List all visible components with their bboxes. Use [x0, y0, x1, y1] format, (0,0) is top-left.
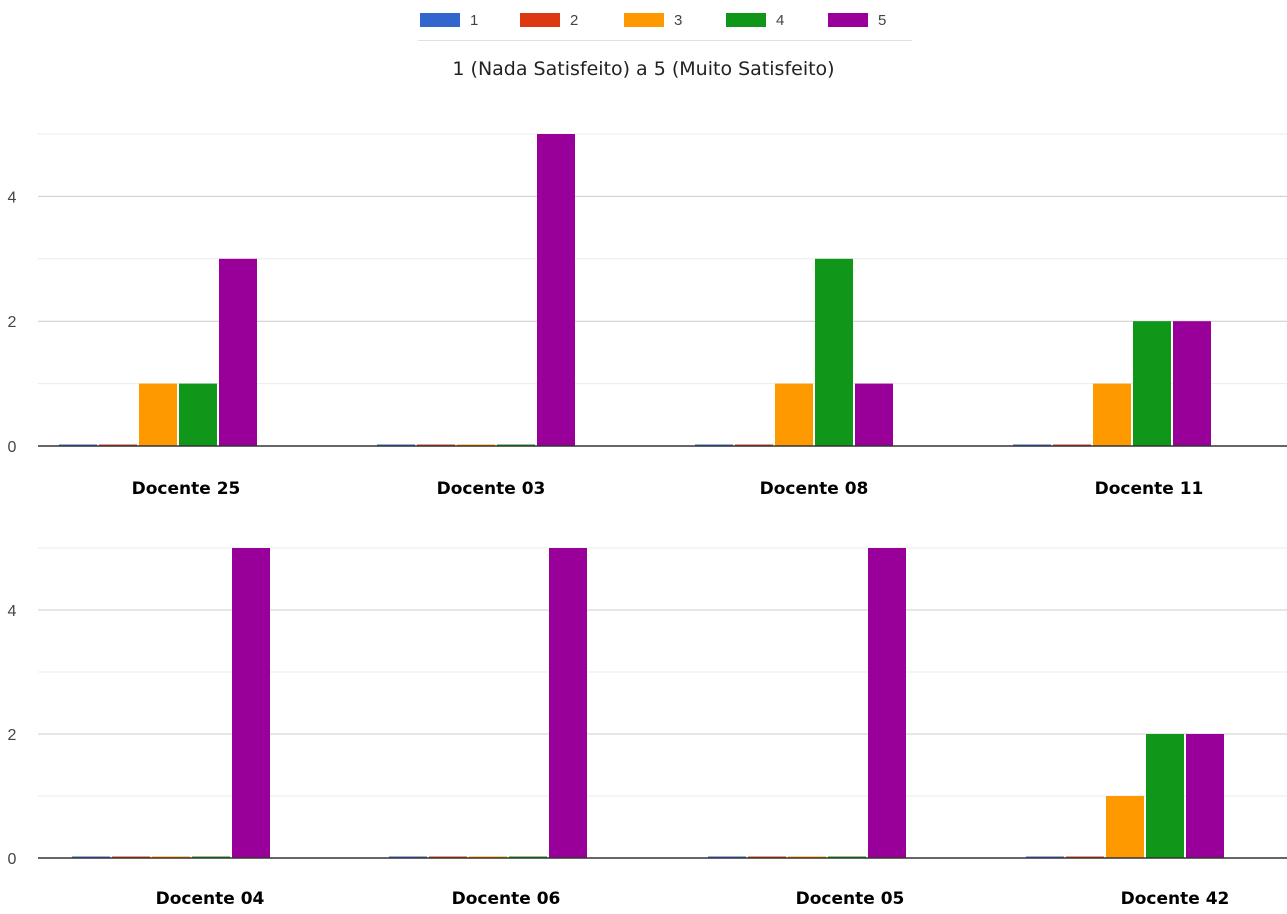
- category-label: Docente 08: [760, 479, 869, 499]
- bar-docente-08-series-5: [855, 383, 893, 446]
- legend-swatch-3: [624, 13, 664, 27]
- chart-legend: 1 2 3 4 5: [418, 8, 912, 41]
- bar-docente-08-series-3: [775, 383, 813, 446]
- legend-label-5: 5: [878, 11, 887, 29]
- category-label: Docente 03: [437, 479, 546, 499]
- bar-docente-05-series-5: [868, 548, 906, 858]
- category-label: Docente 06: [452, 889, 561, 909]
- legend-item-1: 1: [420, 8, 478, 32]
- category-label: Docente 04: [156, 889, 265, 909]
- y-tick-label: 0: [8, 851, 17, 868]
- bar-docente-06-series-5: [549, 548, 587, 858]
- legend-item-2: 2: [520, 8, 578, 32]
- legend-swatch-5: [828, 13, 868, 27]
- bar-docente-42-series-3: [1106, 796, 1144, 858]
- category-label: Docente 42: [1121, 889, 1230, 909]
- y-tick-label: 4: [8, 603, 17, 620]
- chart-1: 0 2 4 Docente 25 Docente 03 Docente 08 Docente…: [8, 133, 1287, 499]
- category-label: Docente 25: [132, 479, 241, 499]
- y-tick-label: 2: [8, 727, 17, 744]
- y-tick-label: 0: [8, 439, 17, 456]
- bar-docente-25-series-3: [139, 383, 177, 446]
- legend-item-4: 4: [726, 8, 784, 32]
- bar-docente-11-series-5: [1173, 321, 1211, 446]
- bar-docente-11-series-4: [1133, 321, 1171, 446]
- legend-swatch-1: [420, 13, 460, 27]
- legend-swatch-2: [520, 13, 560, 27]
- legend-item-3: 3: [624, 8, 682, 32]
- legend-label-2: 2: [570, 11, 579, 29]
- category-label: Docente 05: [796, 889, 905, 909]
- bar-docente-25-series-4: [179, 383, 217, 446]
- bar-docente-04-series-5: [232, 548, 270, 858]
- chart-2: 0 2 4 Docente 04 Docente 06 Docente 05 Docente…: [8, 547, 1287, 909]
- legend-swatch-4: [726, 13, 766, 27]
- y-tick-label: 4: [8, 189, 17, 206]
- bar-docente-11-series-3: [1093, 383, 1131, 446]
- legend-item-5: 5: [828, 8, 886, 32]
- legend-label-3: 3: [674, 11, 683, 29]
- bar-docente-03-series-5: [537, 134, 575, 446]
- chart-subtitle: 1 (Nada Satisfeito) a 5 (Muito Satisfeit…: [452, 58, 835, 80]
- legend-label-1: 1: [470, 11, 479, 29]
- category-label: Docente 11: [1095, 479, 1204, 499]
- y-tick-label: 2: [8, 314, 17, 331]
- bar-docente-42-series-4: [1146, 734, 1184, 858]
- bar-docente-25-series-5: [219, 258, 257, 446]
- legend-label-4: 4: [776, 11, 785, 29]
- bar-docente-08-series-4: [815, 258, 853, 446]
- bar-docente-42-series-5: [1186, 734, 1224, 858]
